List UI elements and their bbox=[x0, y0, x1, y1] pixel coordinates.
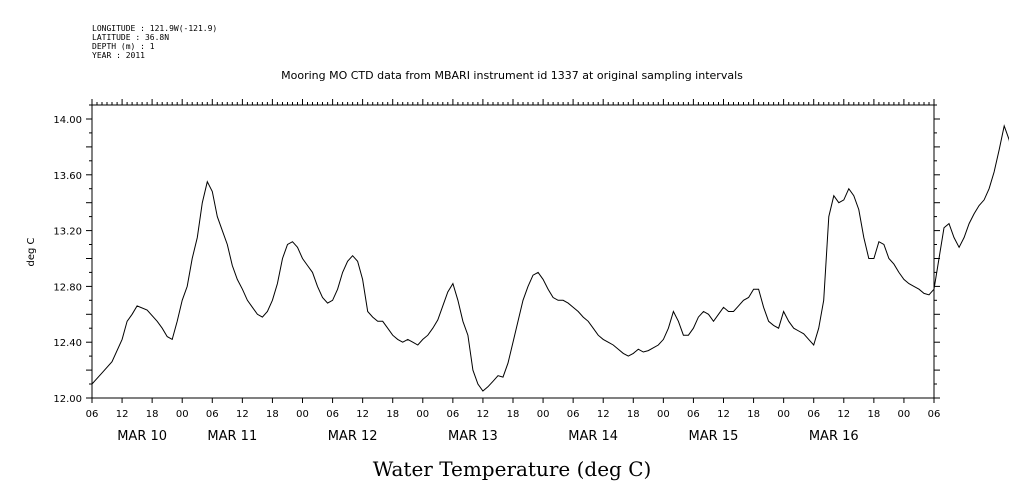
x-tick-label: 06 bbox=[928, 409, 941, 420]
x-tick-label: 00 bbox=[296, 409, 309, 420]
x-tick-label: 18 bbox=[266, 409, 279, 420]
x-tick-label: 00 bbox=[176, 409, 189, 420]
x-tick-label: 06 bbox=[567, 409, 580, 420]
x-tick-label: 06 bbox=[807, 409, 820, 420]
minor-ticks bbox=[86, 99, 940, 399]
x-tick-label: 18 bbox=[867, 409, 880, 420]
x-tick-label: 06 bbox=[446, 409, 459, 420]
water-temperature-line bbox=[91, 124, 1009, 392]
x-tick-label: 12 bbox=[837, 409, 850, 420]
x-tick-label: 12 bbox=[477, 409, 490, 420]
y-tick-label: 12.80 bbox=[53, 282, 82, 293]
metadata-header: LONGITUDE : 121.9W(-121.9) LATITUDE : 36… bbox=[92, 24, 217, 60]
x-axis-title: Water Temperature (deg C) bbox=[373, 457, 652, 481]
y-axis-label: deg C bbox=[26, 237, 37, 266]
y-tick-label: 13.20 bbox=[53, 227, 82, 238]
longitude-label: LONGITUDE : 121.9W(-121.9) bbox=[92, 24, 217, 33]
day-label: MAR 16 bbox=[809, 429, 859, 444]
x-tick-label: 18 bbox=[386, 409, 399, 420]
x-tick-label: 18 bbox=[507, 409, 520, 420]
x-tick-label: 00 bbox=[537, 409, 550, 420]
x-tick-label: 18 bbox=[146, 409, 159, 420]
x-tick-label: 12 bbox=[597, 409, 610, 420]
x-tick-label: 00 bbox=[777, 409, 790, 420]
latitude-label: LATITUDE : 36.8N bbox=[92, 33, 169, 42]
x-tick-label: 06 bbox=[326, 409, 339, 420]
x-tick-label: 18 bbox=[627, 409, 640, 420]
year-label: YEAR : 2011 bbox=[92, 51, 145, 60]
day-label: MAR 15 bbox=[689, 429, 739, 444]
x-tick-label: 12 bbox=[236, 409, 249, 420]
x-tick-label: 00 bbox=[657, 409, 670, 420]
day-label: MAR 12 bbox=[328, 429, 378, 444]
x-tick-label: 00 bbox=[898, 409, 911, 420]
day-label: MAR 13 bbox=[448, 429, 498, 444]
x-tick-label: 00 bbox=[416, 409, 429, 420]
x-tick-label: 12 bbox=[116, 409, 129, 420]
x-tick-label: 12 bbox=[356, 409, 369, 420]
y-tick-label: 12.40 bbox=[53, 338, 82, 349]
x-tick-label: 18 bbox=[747, 409, 760, 420]
day-label: MAR 14 bbox=[568, 429, 618, 444]
x-tick-label: 06 bbox=[206, 409, 219, 420]
x-tick-label: 12 bbox=[717, 409, 730, 420]
day-label: MAR 11 bbox=[207, 429, 257, 444]
y-axis: 12.00 12.40 12.80 13.20 13.60 14.00 bbox=[53, 115, 82, 405]
y-tick-label: 12.00 bbox=[53, 394, 82, 405]
day-label: MAR 10 bbox=[117, 429, 167, 444]
x-axis: 06 12 18 00 06 12 18 00 06 12 18 00 06 12 18 00 06 12 18 00… bbox=[86, 398, 941, 444]
x-tick-label: 06 bbox=[86, 409, 99, 420]
depth-label: DEPTH (m) : 1 bbox=[92, 42, 155, 51]
chart-title: Mooring MO CTD data from MBARI instrumen… bbox=[281, 69, 743, 82]
x-tick-label: 06 bbox=[687, 409, 700, 420]
y-tick-label: 13.60 bbox=[53, 171, 82, 182]
y-tick-label: 14.00 bbox=[53, 115, 82, 126]
plot-frame bbox=[91, 104, 935, 399]
